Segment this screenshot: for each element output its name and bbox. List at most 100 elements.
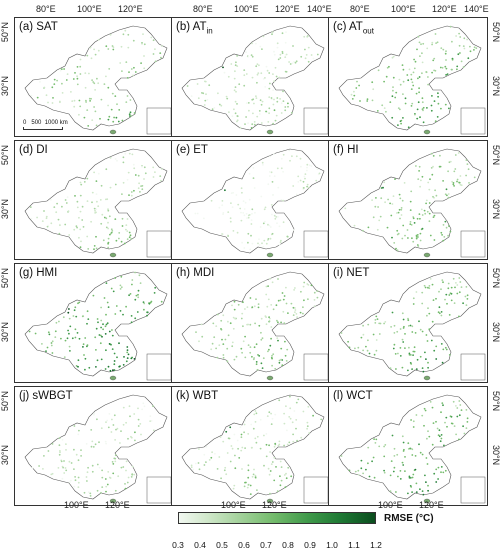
station-dot	[412, 354, 414, 356]
station-dot	[462, 425, 464, 428]
station-dot	[258, 64, 260, 67]
station-dot	[439, 154, 441, 157]
station-dot	[422, 370, 425, 373]
station-dot	[366, 100, 369, 102]
station-dot	[94, 209, 96, 212]
station-dot	[109, 33, 112, 36]
station-dot	[304, 177, 306, 180]
station-dot	[268, 316, 270, 319]
station-dot	[277, 339, 279, 342]
lat-tick: 30°N	[0, 199, 10, 220]
station-dot	[444, 52, 447, 55]
station-dot	[348, 469, 351, 472]
station-dot	[402, 80, 405, 83]
station-dot	[416, 108, 419, 111]
station-dot	[378, 333, 381, 335]
station-dot	[424, 474, 426, 477]
station-dot	[452, 183, 455, 186]
station-dot	[216, 468, 219, 470]
station-dot	[412, 420, 415, 423]
station-dot	[113, 414, 116, 417]
station-dot	[473, 49, 475, 51]
station-dot	[241, 191, 243, 194]
station-dot	[458, 438, 460, 441]
panel-label: (h) MDI	[176, 267, 214, 279]
station-dot	[263, 220, 266, 223]
station-dot	[270, 337, 272, 340]
station-dot	[86, 310, 89, 313]
station-dot	[401, 461, 404, 464]
station-dot	[76, 66, 79, 68]
station-dot	[143, 308, 145, 311]
station-dot	[417, 178, 420, 180]
station-dot	[97, 172, 100, 175]
station-dot	[435, 345, 438, 348]
colorbar-tick: 1.1	[348, 540, 360, 550]
hainan-island	[423, 498, 431, 504]
station-dot	[222, 66, 224, 69]
station-dot	[425, 71, 428, 74]
station-dot	[269, 277, 271, 280]
station-dot	[136, 311, 139, 313]
station-dot	[384, 444, 387, 446]
south-china-sea-inset	[460, 476, 486, 504]
station-dot	[243, 214, 246, 217]
station-dot	[429, 401, 432, 403]
south-china-sea-inset	[146, 230, 172, 258]
station-dot	[276, 490, 279, 493]
station-dot	[58, 437, 61, 439]
station-dot	[122, 466, 125, 468]
station-dot	[448, 314, 451, 316]
map-panel-c: (c) ATout	[328, 17, 488, 137]
station-dot	[121, 225, 124, 227]
station-dot	[87, 318, 90, 320]
hainan-island	[109, 129, 117, 135]
station-dot	[269, 82, 271, 85]
station-dot	[77, 359, 80, 362]
station-dot	[251, 98, 254, 101]
country-outline	[338, 271, 482, 377]
station-dot	[80, 183, 83, 186]
lat-tick: 30°N	[491, 199, 500, 220]
station-dot	[411, 491, 413, 493]
station-dot	[473, 46, 476, 49]
station-dot	[306, 169, 308, 172]
station-dot	[43, 455, 45, 457]
station-dot	[306, 427, 308, 430]
station-dot	[399, 217, 401, 220]
hainan-island	[266, 129, 274, 135]
station-dot	[264, 206, 267, 209]
station-dot	[48, 333, 51, 336]
station-dot	[407, 442, 410, 445]
station-dot	[447, 196, 450, 199]
station-dot	[114, 158, 117, 160]
country-outline	[338, 148, 482, 254]
station-dot	[243, 423, 246, 426]
station-dot	[131, 473, 134, 475]
station-dot	[72, 315, 75, 317]
station-dot	[234, 467, 237, 470]
hainan-island	[109, 375, 117, 381]
station-dot	[402, 68, 405, 71]
station-dot	[126, 218, 129, 220]
station-dot	[249, 493, 252, 495]
station-dot	[86, 322, 88, 325]
station-dot	[263, 208, 266, 211]
station-dot	[150, 36, 153, 39]
station-dot	[272, 308, 275, 311]
station-dot	[143, 166, 146, 169]
station-dot	[152, 405, 154, 407]
station-dot	[270, 356, 273, 359]
station-dot	[260, 331, 262, 334]
station-dot	[408, 68, 411, 71]
station-dot	[93, 48, 95, 51]
station-dot	[205, 461, 207, 463]
station-dot	[221, 200, 224, 202]
station-dot	[130, 114, 133, 117]
station-dot	[473, 176, 476, 179]
station-dot	[254, 410, 257, 412]
station-dot	[79, 246, 82, 249]
station-dot	[290, 111, 293, 114]
station-dot	[92, 81, 95, 83]
station-dot	[458, 181, 461, 184]
